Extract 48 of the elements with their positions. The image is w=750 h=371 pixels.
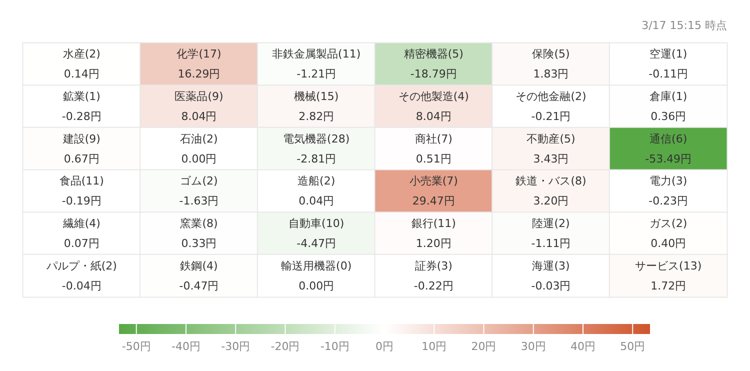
data-label: 化学(17) 16.29円 [176,48,222,81]
color-bar-label: -30円 [221,340,250,353]
data-label: 水産(2) 0.14円 [62,48,100,81]
text: 3/17 15:15 時点 [642,19,728,32]
data-label: 造船(2) 0.04円 [298,174,336,208]
data-label: パルプ・紙(2) -0.04円 [45,259,117,292]
color-bar-label: 30円 [520,340,546,353]
data-label: 窯業(8) 0.33円 [180,217,218,250]
data-label: 海運(3) -0.03円 [531,259,571,292]
data-label: 商社(7) 0.51円 [414,132,452,166]
data-label: サービス(13) 1.72円 [635,259,702,292]
data-label: 鉄道・バス(8) 3.20円 [516,174,586,208]
data-label: 食品(11) -0.19円 [59,174,104,208]
data-label: 電気機器(28) -2.81円 [283,132,350,166]
data-label: 通信(6) -53.49円 [645,132,692,166]
color-bar-label: -50円 [122,340,151,353]
data-label: 保険(5) 1.83円 [532,48,570,81]
data-label: 自動車(10) -4.47円 [288,217,344,250]
data-label: 非鉄金属製品(11) -1.21円 [272,48,361,81]
data-label: ゴム(2) -1.63円 [179,174,219,208]
color-bar-label: -10円 [320,340,350,353]
color-bar-label: -40円 [172,340,200,353]
data-label: 空運(1) -0.11円 [648,48,688,81]
data-label: 鉄鋼(4) -0.47円 [179,259,219,292]
color-bar-label: -20円 [270,340,300,353]
data-label: 石油(2) 0.00円 [180,132,218,166]
data-label: 医薬品(9) 8.04円 [174,90,224,123]
data-label: 電力(3) -0.23円 [648,174,688,208]
color-bar-label: 50円 [620,340,646,353]
data-label: 小売業(7) 29.47円 [409,174,458,208]
data-label: 輸送用機器(0) 0.00円 [281,259,352,292]
color-bar-label: 0円 [376,340,394,353]
data-label: 倉庫(1) 0.36円 [650,90,688,123]
data-label: 証券(3) -0.22円 [414,259,454,292]
color-bar-label: 20円 [471,340,496,353]
data-label: 繊維(4) 0.07円 [62,217,100,250]
data-label: ガス(2) 0.40円 [650,217,688,250]
data-label: 銀行(11) 1.20円 [411,217,456,250]
data-label: 精密機器(5) -18.79円 [404,48,464,81]
color-bar-label: 40円 [570,340,596,353]
data-label: 鉱業(1) -0.28円 [62,90,102,123]
data-label: 陸運(2) -1.11円 [531,217,571,250]
data-label: 不動産(5) 3.43円 [526,132,576,166]
data-label: 建設(9) 0.67円 [62,132,100,166]
data-label: その他製造(4) 8.04円 [398,90,469,123]
color-bar-label: 10円 [422,340,447,353]
data-label: その他金融(2) -0.21円 [516,90,586,123]
data-label: 機械(15) 2.82円 [294,90,339,123]
